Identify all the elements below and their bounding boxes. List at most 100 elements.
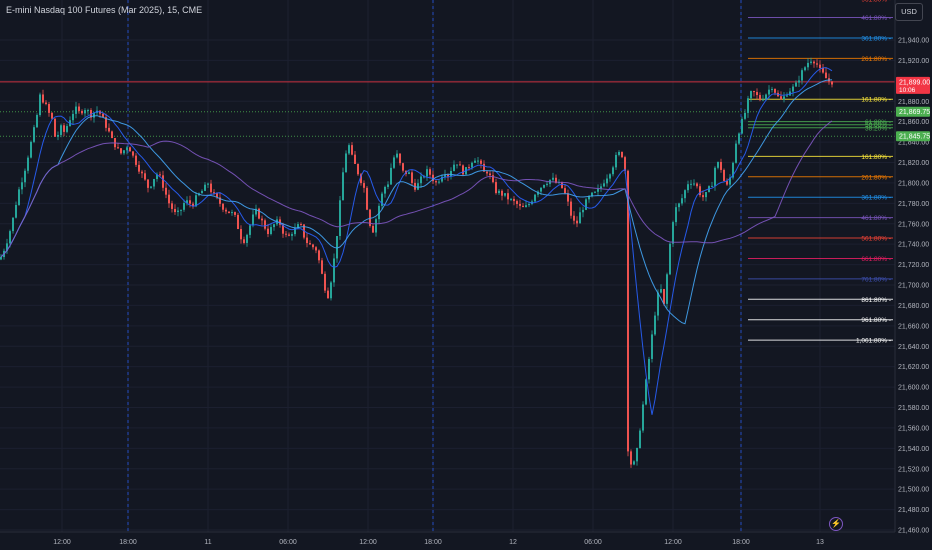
candle-body <box>672 222 674 244</box>
candle-body <box>438 181 440 183</box>
candle-body <box>552 177 554 180</box>
candle-body <box>567 193 569 202</box>
time-axis-panel <box>0 532 895 550</box>
candle-body <box>54 118 56 137</box>
candle-body <box>660 289 662 293</box>
candle-body <box>396 153 398 158</box>
candle-body <box>36 114 38 128</box>
candle-body <box>528 204 530 206</box>
candle-body <box>399 153 401 164</box>
candle-body <box>564 188 566 194</box>
candle-body <box>339 200 341 236</box>
y-tick-label: 21,500.00 <box>898 487 929 494</box>
candle-body <box>393 157 395 168</box>
candle-body <box>162 175 164 188</box>
candle-body <box>492 175 494 183</box>
y-tick-label: 21,800.00 <box>898 180 929 187</box>
candle-body <box>813 61 815 64</box>
candle-body <box>717 161 719 168</box>
candle-body <box>600 186 602 189</box>
candle-body <box>669 243 671 275</box>
candle-body <box>603 183 605 187</box>
candle-body <box>807 62 809 68</box>
candle-body <box>582 209 584 213</box>
candle-body <box>60 125 62 135</box>
candle-body <box>330 282 332 299</box>
candle-body <box>207 183 209 185</box>
candle-body <box>630 451 632 465</box>
candle-body <box>627 170 629 452</box>
x-tick-label: 12:00 <box>359 539 377 546</box>
candle-body <box>546 183 548 185</box>
candle-body <box>273 224 275 228</box>
candle-body <box>117 147 119 149</box>
candle-body <box>108 127 110 132</box>
symbol-title: E-mini Nasdaq 100 Futures (Mar 2025), 15… <box>6 5 203 15</box>
candle-body <box>252 214 254 226</box>
candle-body <box>648 358 650 380</box>
candle-body <box>384 186 386 194</box>
candle-body <box>702 195 704 198</box>
moving-average-line <box>0 67 833 415</box>
candle-body <box>675 207 677 223</box>
fib-level-label: 261.80% - <box>861 174 891 181</box>
candle-body <box>471 162 473 168</box>
candle-body <box>234 212 236 215</box>
candle-body <box>537 191 539 195</box>
fib-level-label: 661.80% - <box>861 256 891 263</box>
candle-body <box>498 190 500 194</box>
candle-body <box>333 258 335 283</box>
candle-body <box>774 88 776 93</box>
candle-body <box>183 202 185 210</box>
candle-body <box>192 203 194 207</box>
candle-body <box>141 171 143 174</box>
candle-body <box>240 229 242 240</box>
x-tick-label: 12:00 <box>664 539 682 546</box>
candle-body <box>744 112 746 119</box>
currency-button[interactable]: USD <box>895 3 923 21</box>
candle-body <box>720 161 722 170</box>
candle-body <box>81 110 83 114</box>
candle-body <box>705 192 707 198</box>
candle-body <box>264 220 266 229</box>
candle-body <box>195 195 197 207</box>
candle-body <box>318 250 320 261</box>
candle-body <box>687 184 689 191</box>
candle-body <box>285 233 287 235</box>
candle-body <box>714 167 716 186</box>
candle-body <box>426 169 428 177</box>
y-tick-label: 21,720.00 <box>898 262 929 269</box>
y-tick-label: 21,920.00 <box>898 58 929 65</box>
candle-body <box>390 167 392 185</box>
candle-body <box>693 183 695 185</box>
y-tick-label: 21,480.00 <box>898 507 929 514</box>
candle-body <box>336 235 338 259</box>
candle-body <box>387 184 389 187</box>
candle-body <box>408 172 410 175</box>
candle-body <box>147 179 149 188</box>
fib-level-label: 161.80% - <box>861 97 891 104</box>
lightning-icon[interactable]: ⚡ <box>829 517 843 531</box>
y-tick-label: 21,860.00 <box>898 119 929 126</box>
candle-body <box>756 92 758 96</box>
candle-body <box>42 94 44 103</box>
y-tick-label: 21,460.00 <box>898 528 929 535</box>
candle-body <box>369 209 371 226</box>
x-tick-label: 18:00 <box>732 539 750 546</box>
candle-body <box>636 447 638 462</box>
candle-body <box>39 94 41 115</box>
candle-body <box>180 209 182 211</box>
x-tick-label: 11 <box>204 539 211 546</box>
candle-body <box>261 218 263 221</box>
candle-body <box>621 151 623 158</box>
candle-body <box>258 208 260 219</box>
candle-body <box>612 167 614 175</box>
candle-body <box>123 150 125 154</box>
y-tick-label: 21,560.00 <box>898 425 929 432</box>
y-tick-label: 21,820.00 <box>898 160 929 167</box>
candle-body <box>447 174 449 177</box>
candle-body <box>75 106 77 114</box>
candle-body <box>711 185 713 187</box>
candle-body <box>72 113 74 121</box>
